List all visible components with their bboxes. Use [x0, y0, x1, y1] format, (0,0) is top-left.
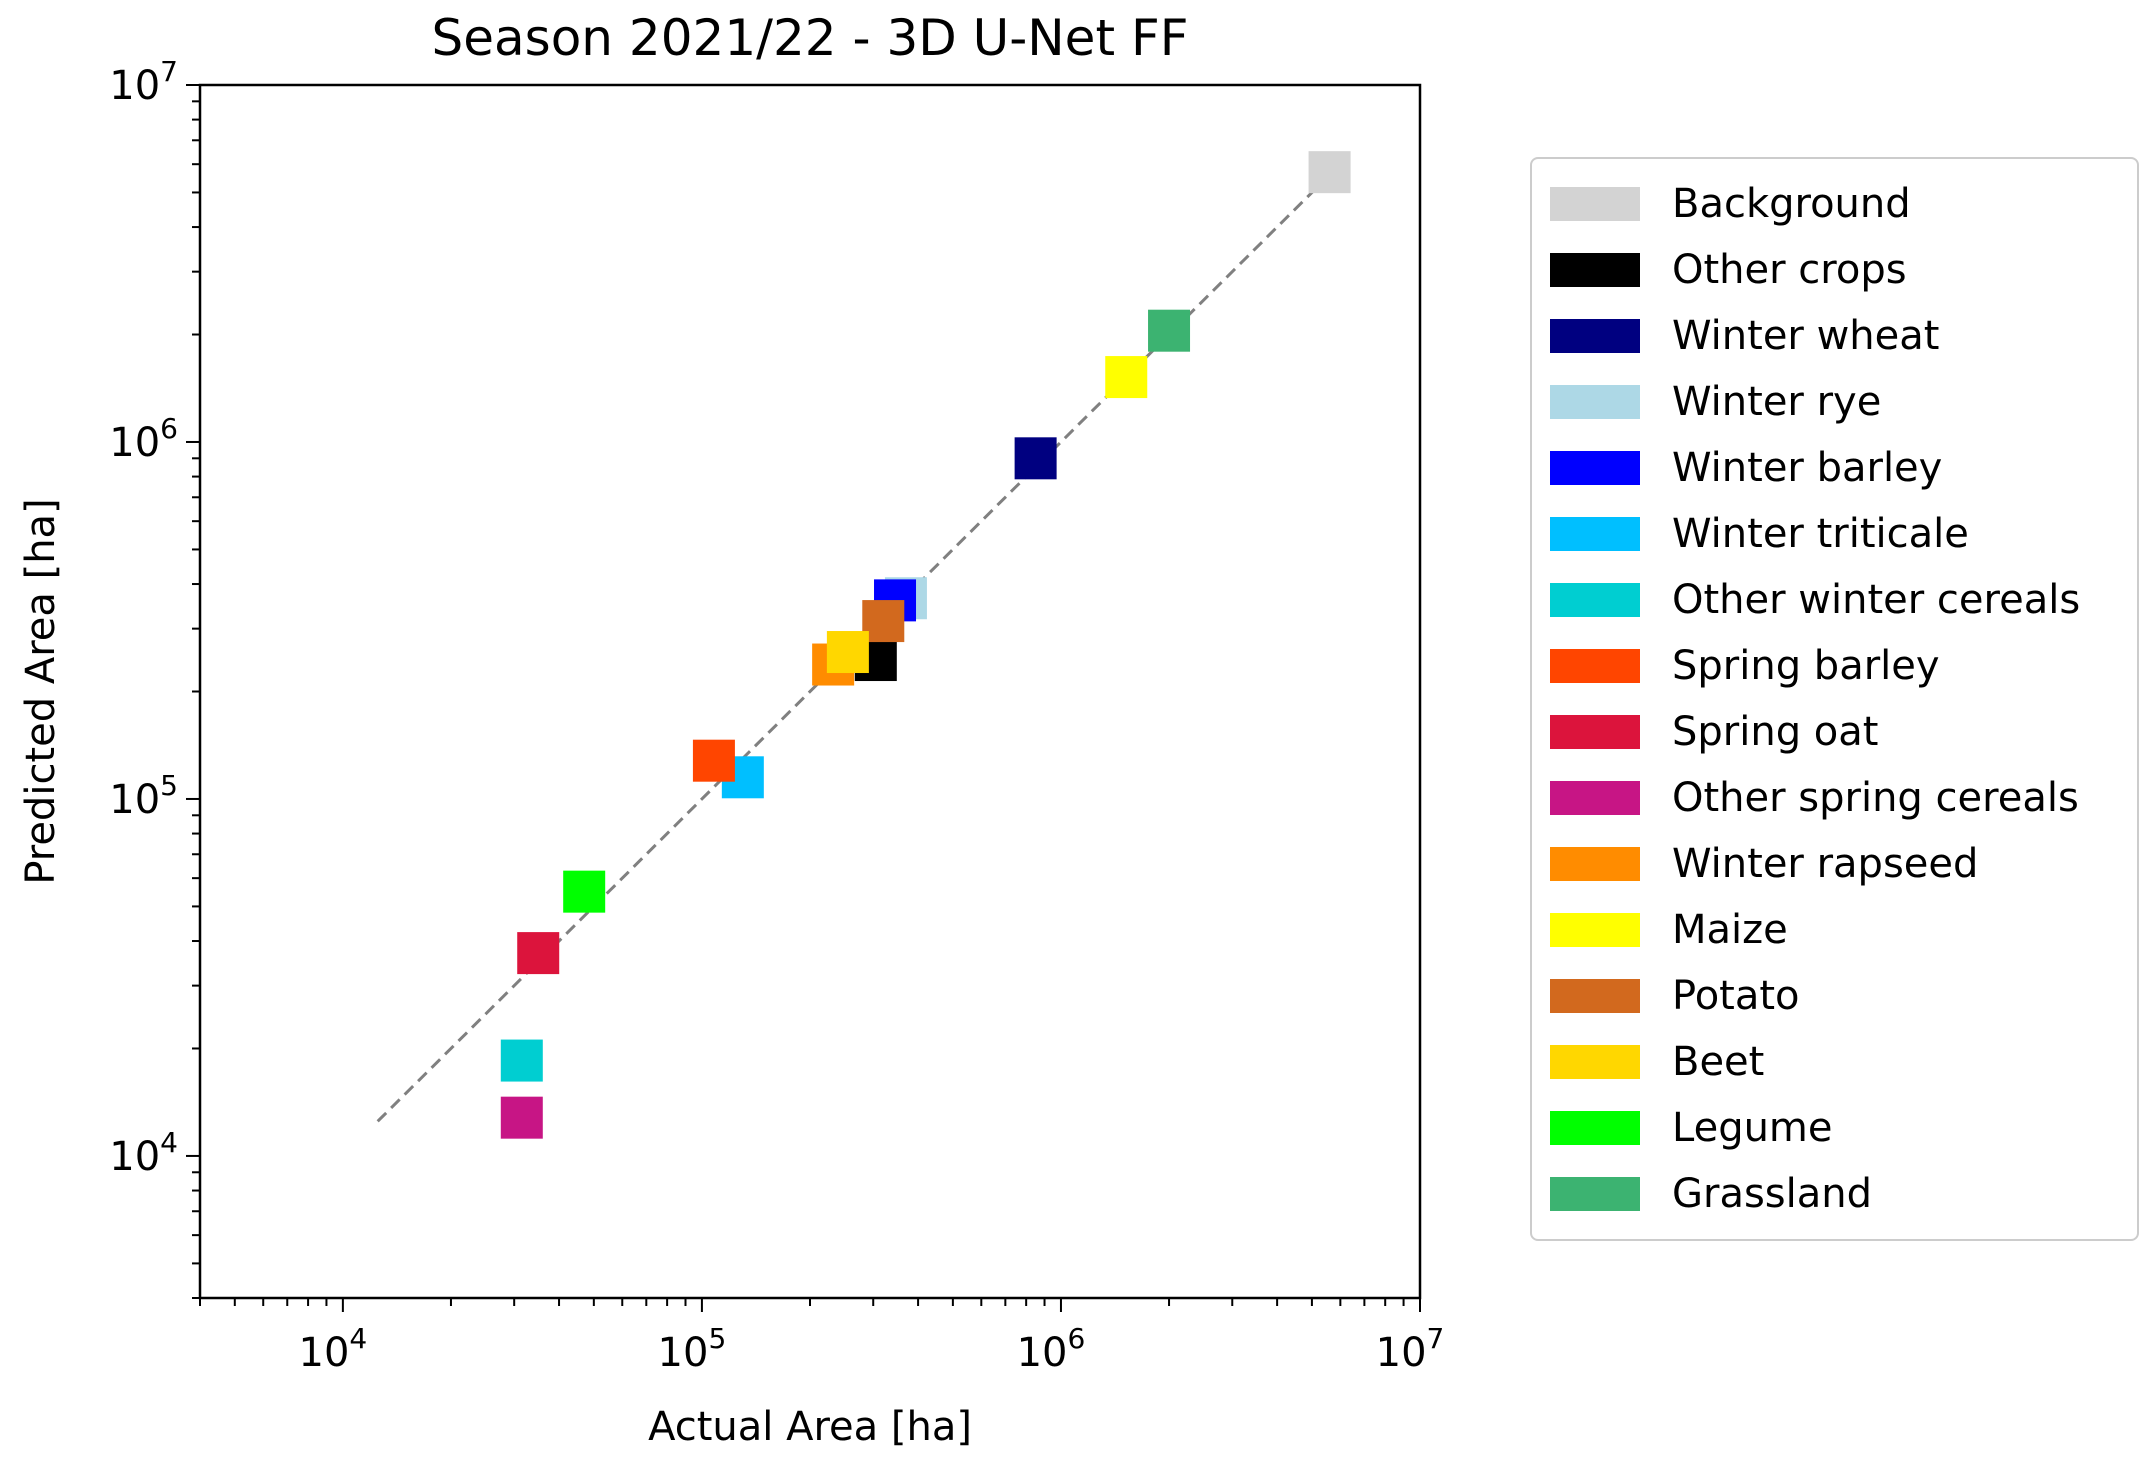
- legend-entry: Legume: [1532, 1095, 2137, 1161]
- axis-ticks: [186, 84, 1421, 1312]
- legend-label: Other crops: [1672, 247, 1907, 293]
- x-tick-label: 104: [299, 1322, 368, 1376]
- legend-swatch: [1550, 847, 1640, 881]
- legend-label: Background: [1672, 181, 1911, 227]
- point-other-spring-cereals: [500, 1096, 543, 1139]
- y-axis-label: Predicted Area [ha]: [18, 498, 64, 884]
- legend-label: Grassland: [1672, 1171, 1872, 1217]
- legend-entry: Grassland: [1532, 1161, 2137, 1227]
- legend-label: Legume: [1672, 1105, 1833, 1151]
- x-tick-label-base: 10: [299, 1330, 350, 1376]
- y-tick-label: 105: [109, 769, 178, 823]
- point-potato: [862, 600, 905, 643]
- legend-entry: Spring oat: [1532, 699, 2137, 765]
- point-maize: [1105, 356, 1148, 399]
- legend-entry: Winter wheat: [1532, 303, 2137, 369]
- legend-entry: Winter rapseed: [1532, 831, 2137, 897]
- y-tick-label-exponent: 6: [160, 412, 178, 445]
- x-tick-label: 105: [658, 1322, 727, 1376]
- legend-swatch: [1550, 913, 1640, 947]
- legend-entry: Maize: [1532, 897, 2137, 963]
- legend-entry: Other winter cereals: [1532, 567, 2137, 633]
- legend-swatch: [1550, 319, 1640, 353]
- legend-label: Winter rapseed: [1672, 841, 1979, 887]
- x-tick-label: 107: [1376, 1322, 1445, 1376]
- legend-entry: Other spring cereals: [1532, 765, 2137, 831]
- legend-label: Winter triticale: [1672, 511, 1969, 557]
- y-tick-label-exponent: 5: [160, 769, 178, 802]
- legend-swatch: [1550, 385, 1640, 419]
- legend-swatch: [1550, 979, 1640, 1013]
- legend-swatch: [1550, 1177, 1640, 1211]
- point-beet: [826, 631, 869, 674]
- x-tick-label-exponent: 7: [1427, 1322, 1445, 1355]
- x-tick-label-exponent: 6: [1067, 1322, 1085, 1355]
- y-tick-label-exponent: 4: [160, 1126, 178, 1159]
- point-spring-barley: [692, 739, 735, 782]
- y-tick-label: 106: [109, 412, 178, 466]
- legend-label: Spring barley: [1672, 643, 1940, 689]
- point-spring-oat: [517, 932, 560, 975]
- point-background: [1308, 151, 1351, 194]
- x-tick-label-base: 10: [658, 1330, 709, 1376]
- legend-label: Winter rye: [1672, 379, 1882, 425]
- legend-swatch: [1550, 1111, 1640, 1145]
- legend-entry: Winter barley: [1532, 435, 2137, 501]
- point-legume: [563, 870, 606, 913]
- legend-label: Beet: [1672, 1039, 1765, 1085]
- legend-swatch: [1550, 187, 1640, 221]
- legend-label: Other spring cereals: [1672, 775, 2079, 821]
- legend-entry: Winter rye: [1532, 369, 2137, 435]
- legend-entry: Spring barley: [1532, 633, 2137, 699]
- point-grassland: [1148, 309, 1191, 352]
- legend-label: Winter barley: [1672, 445, 1943, 491]
- legend: Background Other crops Winter wheat Winter …: [1530, 157, 2139, 1241]
- legend-label: Maize: [1672, 907, 1788, 953]
- y-tick-label-base: 10: [109, 1134, 160, 1180]
- legend-swatch: [1550, 649, 1640, 683]
- legend-label: Potato: [1672, 973, 1800, 1019]
- legend-swatch: [1550, 451, 1640, 485]
- legend-swatch: [1550, 517, 1640, 551]
- x-tick-label-base: 10: [1376, 1330, 1427, 1376]
- legend-entry: Background: [1532, 171, 2137, 237]
- legend-swatch: [1550, 781, 1640, 815]
- legend-label: Other winter cereals: [1672, 577, 2081, 623]
- legend-swatch: [1550, 715, 1640, 749]
- x-tick-label-exponent: 5: [708, 1322, 726, 1355]
- y-tick-label: 104: [109, 1126, 178, 1180]
- x-axis-label: Actual Area [ha]: [648, 1404, 972, 1450]
- y-tick-label-base: 10: [109, 777, 160, 823]
- legend-swatch: [1550, 1045, 1640, 1079]
- y-tick-label-base: 10: [109, 420, 160, 466]
- chart-title: Season 2021/22 - 3D U-Net FF: [432, 9, 1189, 67]
- legend-label: Winter wheat: [1672, 313, 1940, 359]
- y-tick-label-base: 10: [109, 63, 160, 109]
- point-other-winter-cereals: [500, 1039, 543, 1082]
- x-tick-label: 106: [1017, 1322, 1086, 1376]
- legend-swatch: [1550, 583, 1640, 617]
- x-tick-label-exponent: 4: [349, 1322, 367, 1355]
- legend-entry: Winter triticale: [1532, 501, 2137, 567]
- legend-entry: Other crops: [1532, 237, 2137, 303]
- plot-frame: [198, 83, 1422, 1300]
- legend-entry: Potato: [1532, 963, 2137, 1029]
- x-tick-label-base: 10: [1017, 1330, 1068, 1376]
- y-tick-label-exponent: 7: [160, 55, 178, 88]
- data-points: [500, 151, 1351, 1139]
- legend-swatch: [1550, 253, 1640, 287]
- y-tick-label: 107: [109, 55, 178, 109]
- point-winter-wheat: [1014, 437, 1057, 480]
- legend-label: Spring oat: [1672, 709, 1879, 755]
- legend-entry: Beet: [1532, 1029, 2137, 1095]
